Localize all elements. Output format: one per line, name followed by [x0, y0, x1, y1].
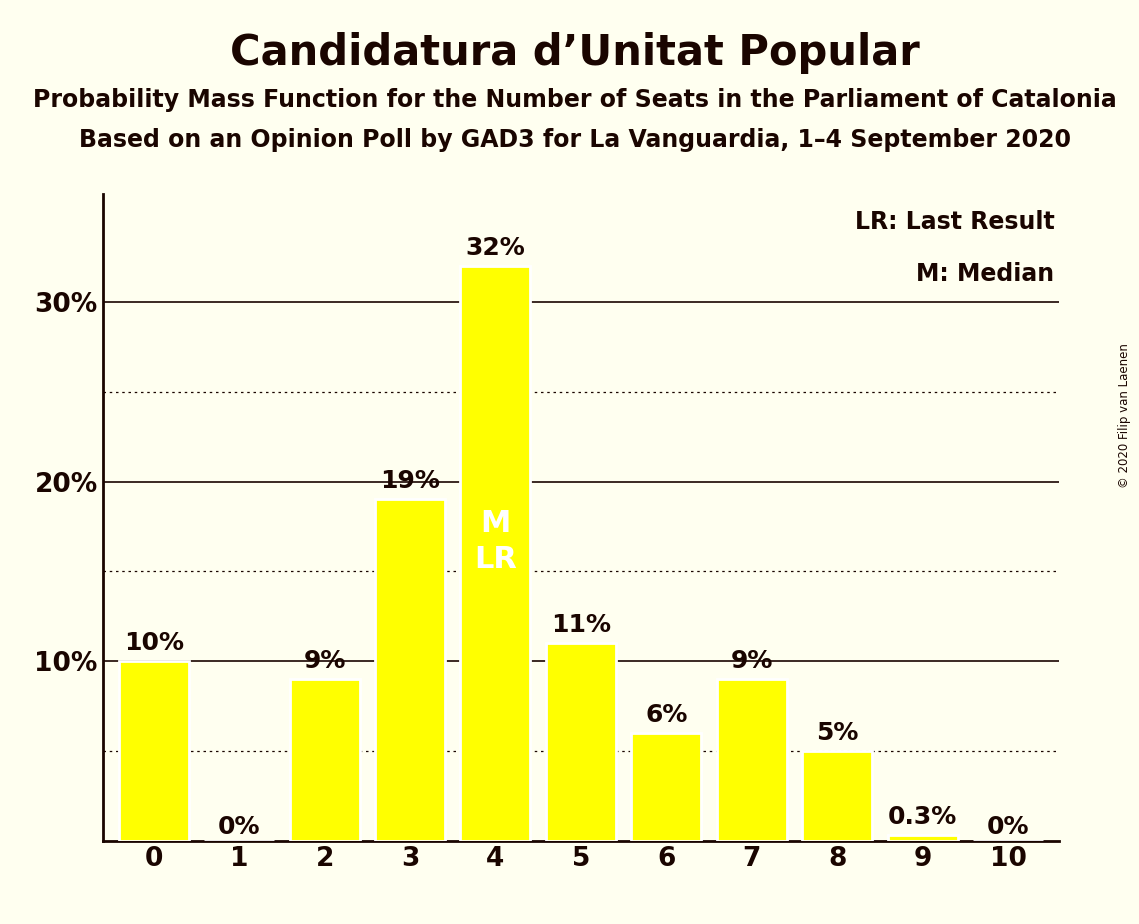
Bar: [716, 679, 787, 841]
Bar: [546, 643, 616, 841]
Text: M
LR: M LR: [474, 509, 517, 575]
Text: 32%: 32%: [466, 236, 525, 260]
Text: Based on an Opinion Poll by GAD3 for La Vanguardia, 1–4 September 2020: Based on an Opinion Poll by GAD3 for La …: [80, 128, 1071, 152]
Bar: [289, 679, 360, 841]
Text: 11%: 11%: [551, 613, 611, 637]
Text: LR: Last Result: LR: Last Result: [854, 211, 1055, 234]
Text: 0%: 0%: [986, 815, 1030, 839]
Text: 6%: 6%: [645, 703, 688, 727]
Bar: [375, 500, 445, 841]
Text: 0%: 0%: [218, 815, 261, 839]
Bar: [887, 835, 958, 841]
Text: 19%: 19%: [380, 469, 440, 493]
Text: Probability Mass Function for the Number of Seats in the Parliament of Catalonia: Probability Mass Function for the Number…: [33, 88, 1117, 112]
Text: 9%: 9%: [730, 649, 773, 673]
Text: 9%: 9%: [303, 649, 346, 673]
Bar: [631, 733, 702, 841]
Bar: [802, 751, 872, 841]
Text: © 2020 Filip van Laenen: © 2020 Filip van Laenen: [1118, 344, 1131, 488]
Text: 5%: 5%: [816, 721, 859, 745]
Text: Candidatura d’Unitat Popular: Candidatura d’Unitat Popular: [230, 32, 920, 74]
Bar: [118, 662, 189, 841]
Text: M: Median: M: Median: [917, 262, 1055, 286]
Text: 10%: 10%: [124, 631, 183, 655]
Bar: [460, 266, 531, 841]
Text: 0.3%: 0.3%: [888, 805, 957, 829]
